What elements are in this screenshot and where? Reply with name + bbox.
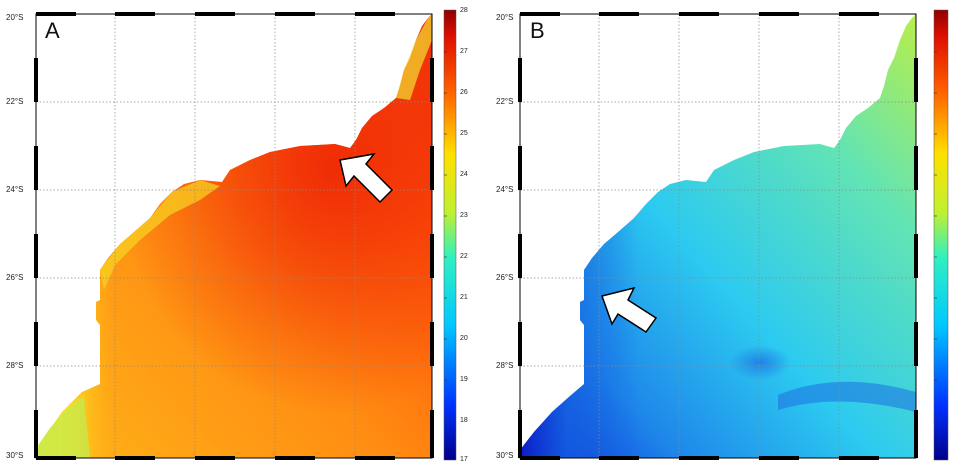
colorbar-tick-label: 23 [460, 212, 468, 219]
lat-label: 24°S [6, 185, 24, 194]
colorbar-a [443, 9, 457, 461]
colorbar-tick-label: 27 [460, 48, 468, 55]
gridlines-a [36, 14, 432, 458]
arrow-annotation-icon [601, 286, 658, 334]
colorbar-tick-label: 28 [460, 7, 468, 14]
colorbar-tick-label: 18 [460, 417, 468, 424]
lat-label: 22°S [496, 97, 514, 106]
colorbar-tick-label: 20 [460, 335, 468, 342]
panel-label-a: A [45, 18, 60, 43]
map-border-a [34, 12, 434, 460]
colorbar-tick-label: 17 [460, 456, 468, 463]
map-panel-b: B 20°S 22°S 24°S 26°S 28°S 30°S [478, 0, 956, 468]
map-border-b [518, 12, 918, 460]
lat-label: 30°S [496, 451, 514, 460]
lat-label: 28°S [6, 361, 24, 370]
lat-label: 30°S [6, 451, 24, 460]
colorbar-tick-label: 22 [460, 253, 468, 260]
colorbar-tick-label: 26 [460, 89, 468, 96]
lat-label: 22°S [6, 97, 24, 106]
colorbar-tick-label: 24 [460, 171, 468, 178]
lat-label: 26°S [6, 273, 24, 282]
lat-label: 20°S [496, 13, 514, 22]
lat-label: 24°S [496, 185, 514, 194]
colorbar-tick-label: 25 [460, 130, 468, 137]
sst-map-a [34, 9, 457, 461]
colorbar-b [933, 9, 949, 461]
colorbar-tick-label: 21 [460, 294, 468, 301]
lat-label: 20°S [6, 13, 24, 22]
gridlines-b [520, 14, 916, 458]
panel-label-b: B [530, 18, 545, 43]
arrow-annotation-icon [339, 152, 394, 204]
lat-label: 26°S [496, 273, 514, 282]
colorbar-tick-label: 19 [460, 376, 468, 383]
map-panel-a: A 20°S 22°S 24°S 26°S 28°S 30°S 28 27 26… [6, 7, 468, 463]
lat-label: 28°S [496, 361, 514, 370]
sst-map-b [518, 9, 949, 461]
